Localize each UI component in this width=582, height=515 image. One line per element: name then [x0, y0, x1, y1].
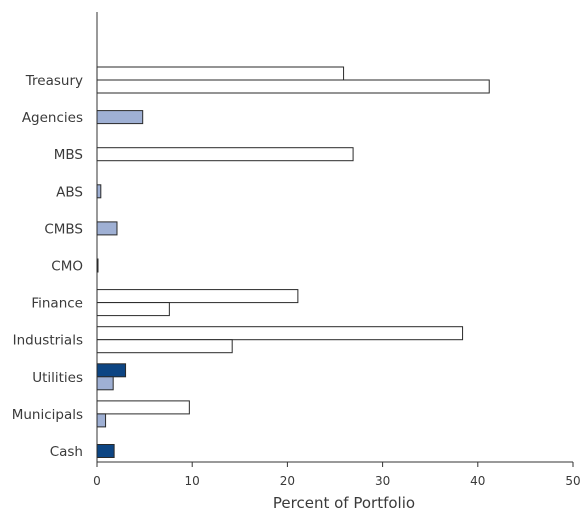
x-tick-label: 20	[280, 474, 295, 488]
bar-cmo-1	[96, 258, 99, 273]
bar-cmbs-1	[96, 221, 118, 236]
x-axis-title: Percent of Portfolio	[273, 494, 415, 512]
category-label: Treasury	[25, 73, 83, 89]
bar-municipals-1	[96, 400, 190, 415]
category-label: MBS	[54, 147, 83, 163]
bar-mbs-1	[96, 147, 354, 162]
bar-utilities-1	[96, 363, 127, 378]
bar-finance-1	[96, 289, 299, 304]
category-label: Finance	[31, 296, 83, 312]
bar-cash-1	[96, 444, 115, 458]
category-label: Cash	[50, 444, 83, 460]
bar-utilities-2	[96, 376, 114, 391]
bar-treasury-1	[96, 66, 345, 81]
bar-finance-2	[96, 302, 170, 317]
x-tick-label: 0	[93, 474, 101, 488]
category-label: Agencies	[22, 110, 83, 126]
x-tick-label: 30	[375, 474, 390, 488]
category-label: CMBS	[44, 221, 83, 237]
category-label: Municipals	[12, 407, 83, 423]
bar-industrials-2	[96, 339, 233, 354]
bar-treasury-2	[96, 79, 490, 94]
category-label: Utilities	[32, 370, 83, 386]
bar-municipals-2	[96, 413, 107, 428]
x-tick-label: 10	[185, 474, 200, 488]
category-label: Industrials	[13, 333, 83, 349]
bar-agencies-1	[96, 110, 144, 125]
x-tick-label: 50	[565, 474, 580, 488]
x-tick-label: 40	[470, 474, 485, 488]
bar-industrials-1	[96, 326, 464, 341]
category-label: CMO	[51, 259, 83, 275]
category-label: ABS	[56, 184, 83, 200]
bar-abs-1	[96, 184, 102, 199]
